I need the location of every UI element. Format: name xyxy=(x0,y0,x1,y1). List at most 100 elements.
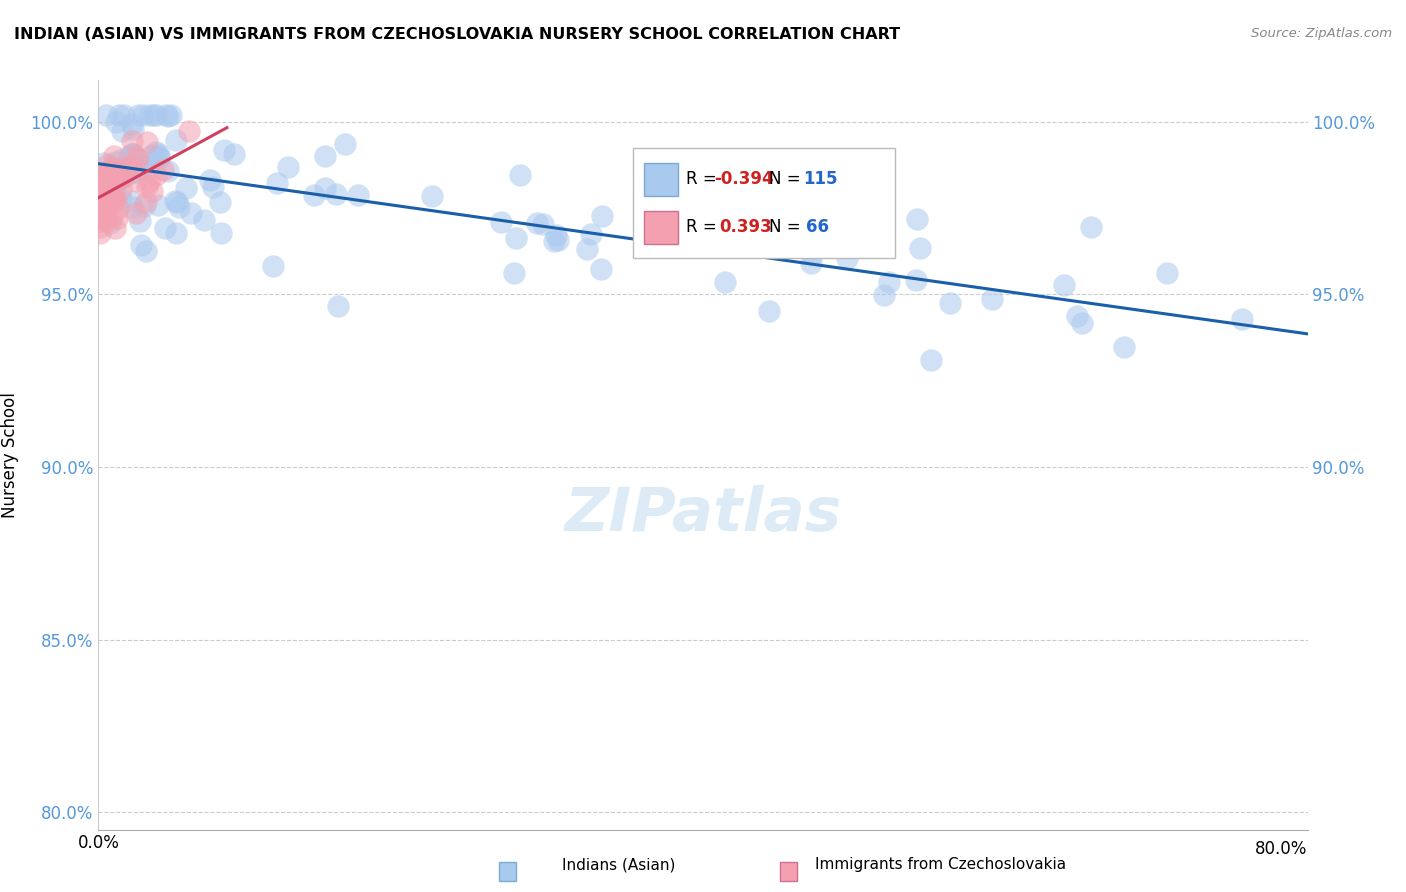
Point xyxy=(138,174,160,188)
Point xyxy=(526,216,548,230)
Text: R =: R = xyxy=(686,170,721,188)
Point xyxy=(107,201,129,215)
Point xyxy=(165,133,187,147)
Point xyxy=(127,158,149,172)
Point xyxy=(165,194,187,209)
Point xyxy=(146,198,169,212)
Point xyxy=(127,152,149,166)
Point xyxy=(98,216,121,230)
Point xyxy=(121,146,143,161)
Bar xyxy=(644,162,678,195)
Point xyxy=(120,194,142,208)
Point xyxy=(799,256,821,270)
Point xyxy=(103,183,125,197)
Point xyxy=(314,149,336,163)
Point xyxy=(94,108,117,122)
Point xyxy=(581,227,603,241)
Text: N =: N = xyxy=(769,219,811,236)
Point xyxy=(121,134,143,148)
Point xyxy=(110,171,132,186)
Point xyxy=(756,223,779,237)
Point xyxy=(114,161,136,176)
Point xyxy=(89,196,111,211)
Point xyxy=(1080,220,1102,235)
Point xyxy=(135,178,157,193)
Text: Source: ZipAtlas.com: Source: ZipAtlas.com xyxy=(1251,27,1392,40)
Point xyxy=(166,195,188,210)
Text: -0.394: -0.394 xyxy=(714,170,775,188)
Point xyxy=(758,303,780,318)
Point xyxy=(96,170,118,185)
Point xyxy=(222,147,245,161)
Point xyxy=(112,169,135,184)
Point xyxy=(96,180,118,194)
Point xyxy=(90,178,112,193)
Point xyxy=(262,259,284,273)
Point xyxy=(121,122,143,136)
Point xyxy=(201,180,224,194)
Point xyxy=(101,210,124,224)
Point xyxy=(214,143,236,157)
Text: 80.0%: 80.0% xyxy=(1256,840,1308,858)
Point xyxy=(100,166,122,180)
Point xyxy=(91,203,114,218)
Point xyxy=(89,226,111,240)
Point xyxy=(146,149,169,163)
Point xyxy=(575,242,598,256)
Point xyxy=(89,171,111,186)
Point xyxy=(105,211,128,226)
Text: Indians (Asian): Indians (Asian) xyxy=(562,857,676,872)
Point xyxy=(117,149,139,163)
Point xyxy=(111,123,134,137)
Point xyxy=(266,176,288,190)
Point xyxy=(103,195,125,210)
Point xyxy=(118,166,141,180)
Point xyxy=(145,108,167,122)
Text: INDIAN (ASIAN) VS IMMIGRANTS FROM CZECHOSLOVAKIA NURSERY SCHOOL CORRELATION CHAR: INDIAN (ASIAN) VS IMMIGRANTS FROM CZECHO… xyxy=(14,27,900,42)
Point xyxy=(94,211,117,225)
Point xyxy=(89,194,111,209)
Point xyxy=(591,261,613,276)
Point xyxy=(905,273,928,287)
Point xyxy=(1230,312,1253,326)
Point xyxy=(100,168,122,182)
Point xyxy=(277,160,299,174)
Point xyxy=(112,108,135,122)
Point xyxy=(97,196,120,211)
Point xyxy=(125,206,148,220)
Point xyxy=(96,157,118,171)
Point xyxy=(1112,340,1135,354)
Point xyxy=(101,191,124,205)
Point xyxy=(91,189,114,203)
Point xyxy=(110,182,132,196)
Point xyxy=(145,145,167,160)
Point xyxy=(91,170,114,185)
Text: 0.393: 0.393 xyxy=(720,219,772,236)
Point xyxy=(531,218,554,232)
Point xyxy=(591,210,613,224)
Point xyxy=(155,108,177,122)
Point xyxy=(156,109,179,123)
Point xyxy=(103,163,125,178)
Point xyxy=(333,137,356,152)
Point xyxy=(96,174,118,188)
Point xyxy=(905,211,928,226)
Point xyxy=(209,226,232,240)
Point xyxy=(544,227,567,242)
Point xyxy=(1071,316,1094,330)
Point xyxy=(91,166,114,180)
Point xyxy=(104,154,127,169)
Point xyxy=(120,160,142,174)
Point xyxy=(129,238,152,252)
Point xyxy=(108,172,131,186)
Point xyxy=(89,180,111,194)
Point xyxy=(97,164,120,178)
Point xyxy=(89,214,111,228)
FancyBboxPatch shape xyxy=(633,148,896,258)
Point xyxy=(174,181,197,195)
Point xyxy=(713,275,735,289)
Text: Immigrants from Czechoslovakia: Immigrants from Czechoslovakia xyxy=(815,857,1067,872)
Point xyxy=(114,157,136,171)
Point xyxy=(103,163,125,178)
Point xyxy=(879,275,901,289)
